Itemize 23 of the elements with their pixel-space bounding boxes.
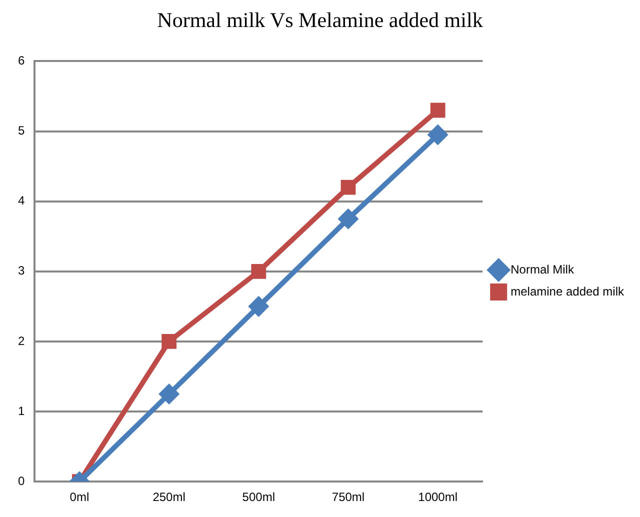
point xyxy=(428,125,448,144)
legend-label: melamine added milk xyxy=(510,284,625,298)
x-tick-label: 750ml xyxy=(332,490,365,504)
y-tick-label: 4 xyxy=(18,194,25,208)
y-tick-label: 2 xyxy=(18,334,25,348)
x-tick-label: 500ml xyxy=(242,490,275,504)
y-tick-label: 6 xyxy=(18,54,25,68)
point xyxy=(249,296,268,316)
chart-title: Normal milk Vs Melamine added milk xyxy=(156,8,484,33)
y-tick-label: 1 xyxy=(18,404,25,418)
point xyxy=(162,334,177,349)
point xyxy=(160,384,179,404)
legend-label: Normal Milk xyxy=(510,262,575,276)
x-tick-label: 1000ml xyxy=(418,490,458,504)
point xyxy=(340,180,356,195)
point xyxy=(338,209,358,228)
y-tick-label: 0 xyxy=(18,474,25,488)
x-tick-label: 0ml xyxy=(70,490,90,504)
y-tick-label: 5 xyxy=(18,124,25,138)
y-tick-label: 3 xyxy=(18,264,25,278)
x-tick-label: 250ml xyxy=(152,490,186,504)
point xyxy=(430,102,446,118)
point xyxy=(251,264,266,279)
